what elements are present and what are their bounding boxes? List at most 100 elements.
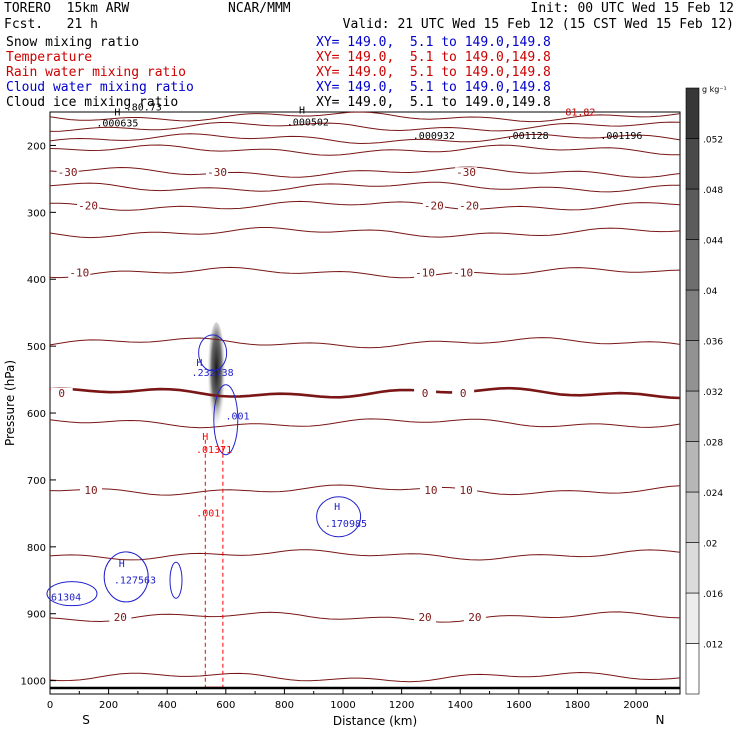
colorbar-segment	[685, 138, 700, 190]
field-temp-name: Temperature	[6, 50, 93, 65]
contour-label-bg	[414, 612, 437, 625]
cloud-water-contour	[213, 384, 239, 456]
contour-label: 20	[468, 611, 481, 624]
max-label: .001	[225, 412, 249, 423]
contour-label: -30	[207, 166, 227, 179]
temperature-contour	[49, 133, 681, 145]
colorbar-tick-label: .04	[703, 287, 718, 297]
temperature-contour	[49, 111, 681, 123]
temperature-contour	[49, 144, 680, 156]
y-tick-label: 300	[27, 208, 46, 219]
x-tick-label: 0	[47, 700, 53, 711]
y-tick-label: 1000	[21, 677, 46, 688]
cloud-water-contour	[316, 496, 362, 538]
contour-label-bg	[68, 267, 91, 280]
x-tick-label: 1600	[506, 700, 531, 711]
max-label: .127563	[114, 576, 156, 587]
plot-frame	[49, 111, 681, 695]
contour-label-bg	[414, 267, 437, 280]
contour-label: 10	[84, 484, 97, 497]
colorbar-segment	[685, 239, 700, 291]
colorbar-segment	[685, 390, 700, 442]
temperature-contour	[49, 166, 681, 178]
colorbar-segment	[685, 289, 700, 341]
colorbar-segment	[685, 542, 700, 594]
contour-label: -10	[453, 267, 473, 280]
field-rain-xy: XY= 149.0, 5.1 to 149.0,149.8	[316, 65, 551, 80]
contour-label: 0	[460, 387, 467, 400]
colorbar-segment	[685, 643, 700, 695]
contour-label-bg	[463, 612, 486, 625]
field-xy-top: XY= 149.0, 5.1 to 149.0,149.8	[316, 35, 551, 50]
max-label: H	[202, 432, 208, 443]
y-tick-label: 700	[27, 476, 46, 487]
x-end-right: N	[656, 713, 665, 727]
colorbar-segment	[685, 592, 700, 644]
max-label: .232738	[192, 368, 234, 379]
temperature-contour	[49, 121, 681, 132]
colorbar-tick-label: .028	[703, 439, 723, 449]
contour-label-bg	[455, 484, 478, 497]
temperature-contour	[49, 671, 681, 683]
max-label: H	[299, 105, 305, 116]
cloud-water-contour	[46, 581, 98, 607]
field-cloud-xy: XY= 149.0, 5.1 to 149.0,149.8	[316, 80, 551, 95]
contour-label: -10	[69, 267, 89, 280]
cloud-water-contour	[169, 561, 183, 599]
contour-label-bg	[50, 387, 73, 400]
colorbar-segment	[685, 441, 700, 493]
contour-label: 10	[424, 484, 437, 497]
contour-label: -10	[415, 267, 435, 280]
temperature-contour	[49, 227, 681, 239]
contour-label-bg	[452, 387, 475, 400]
contour-label: -20	[78, 200, 98, 213]
x-tick-label: 1400	[448, 700, 473, 711]
temperature-contour	[49, 484, 681, 496]
field-cloud-name: Cloud water mixing ratio	[6, 80, 194, 95]
contour-label: -20	[459, 200, 479, 213]
max-label: .000932	[413, 131, 455, 142]
max-label: .000635	[96, 119, 138, 130]
contour-label-bg	[452, 267, 475, 280]
x-tick-label: 1000	[330, 700, 355, 711]
contour-label-bg	[414, 387, 437, 400]
x-tick-label: 800	[275, 700, 294, 711]
colorbar-tick-label: .016	[703, 590, 723, 600]
max-label: 61304	[51, 592, 81, 603]
max-label: .001196	[600, 131, 642, 142]
snow-shading	[207, 322, 226, 439]
colorbar-tick-label: .012	[703, 641, 723, 651]
contour-label-bg	[206, 167, 229, 180]
forecast-hour: Fcst. 21 h	[4, 17, 98, 32]
cloud-water-contour	[103, 551, 149, 603]
y-axis-label: Pressure (hPa)	[3, 360, 17, 446]
field-snow-name: Snow mixing ratio	[6, 35, 140, 50]
x-tick-label: 1200	[389, 700, 414, 711]
contour-label: 20	[418, 611, 431, 624]
colorbar-tick-label: .044	[703, 237, 723, 247]
model-title: TORERO 15km ARW	[4, 1, 130, 16]
colorbar-tick-label: .048	[703, 186, 723, 196]
y-tick-label: 900	[27, 610, 46, 621]
colorbar-segment	[685, 340, 700, 392]
max-label: .000502	[287, 117, 329, 128]
contour-label: -20	[424, 200, 444, 213]
contour-label: -30	[58, 166, 78, 179]
contour-label-bg	[455, 167, 478, 180]
valid-time: Valid: 21 UTC Wed 15 Feb 12 (15 CST Wed …	[342, 17, 734, 32]
y-tick-label: 400	[27, 275, 46, 286]
contour-label: 20	[114, 611, 127, 624]
temperature-contour	[49, 549, 681, 561]
temperature-contour	[49, 200, 681, 211]
y-tick-label: 200	[27, 141, 46, 152]
field-temp-xy: XY= 149.0, 5.1 to 149.0,149.8	[316, 50, 551, 65]
max-label: H	[334, 502, 340, 513]
contour-label-bg	[422, 200, 445, 213]
colorbar-tick-label: .02	[703, 540, 717, 550]
y-tick-label: 600	[27, 409, 46, 420]
colorbar-tick-label: .052	[703, 136, 723, 146]
colorbar-tick-label: .032	[703, 388, 723, 398]
x-tick-label: 600	[216, 700, 235, 711]
colorbar-segment	[685, 188, 700, 240]
